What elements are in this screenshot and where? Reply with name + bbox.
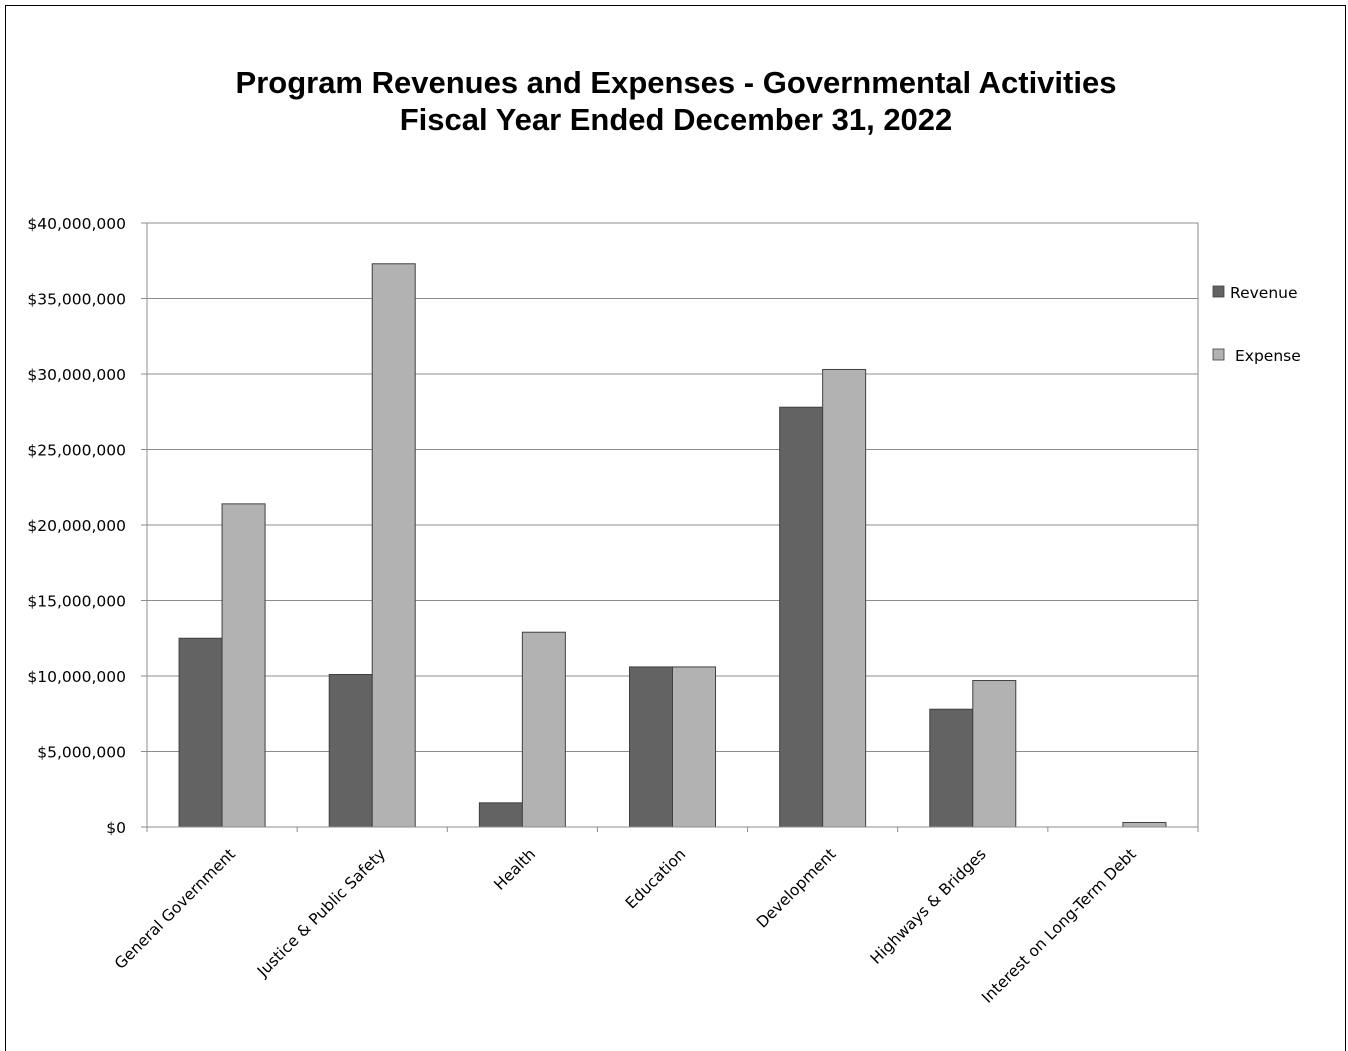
bar-revenue <box>629 666 673 828</box>
y-tick-label: $25,000,000 <box>27 442 126 460</box>
legend-swatch-expense <box>1212 348 1225 361</box>
bars <box>178 263 1167 828</box>
legend-swatch-revenue <box>1212 285 1225 298</box>
plot-area-border <box>146 222 1199 828</box>
y-tick-label: $35,000,000 <box>27 291 126 309</box>
bar-expense <box>972 680 1017 828</box>
bar-expense <box>221 503 266 828</box>
bar-expense <box>521 631 566 828</box>
x-tick-label: Highways & Bridges <box>867 845 990 968</box>
legend-label-expense: Expense <box>1235 347 1301 365</box>
legend-label-revenue: Revenue <box>1230 284 1298 302</box>
bar-expense <box>672 666 716 828</box>
y-tick-label: $15,000,000 <box>27 593 126 611</box>
bar-revenue <box>779 406 824 828</box>
x-tick-label: Justice & Public Safety <box>253 845 389 981</box>
bar-revenue <box>178 637 223 828</box>
y-tick-label: $10,000,000 <box>27 668 126 686</box>
chart-title: Program Revenues and Expenses - Governme… <box>236 65 1117 100</box>
axes <box>141 222 1199 832</box>
chart-subtitle: Fiscal Year Ended December 31, 2022 <box>400 102 953 137</box>
y-tick-label: $30,000,000 <box>27 366 126 384</box>
y-tick-label: $20,000,000 <box>27 517 126 535</box>
bar-expense <box>822 368 867 828</box>
y-tick-label: $0 <box>106 819 126 837</box>
x-tick-label: Health <box>490 845 539 894</box>
bar-revenue <box>328 673 373 828</box>
bar-revenue <box>478 802 523 828</box>
y-axis-ticks: $0 $5,000,000 $10,000,000 $15,000,000 $20,00… <box>27 215 126 837</box>
bar-expense <box>1122 821 1167 828</box>
x-tick-label: Education <box>622 845 689 912</box>
y-tick-label: $5,000,000 <box>37 744 126 762</box>
legend: Revenue Expense <box>1212 284 1301 365</box>
x-axis-labels: General Government Justice & Public Safet… <box>111 845 1140 1007</box>
bar-revenue <box>929 708 974 828</box>
x-tick-label: Development <box>753 845 840 932</box>
x-tick-label: Interest on Long-Term Debt <box>978 845 1140 1007</box>
bar-expense <box>371 263 416 828</box>
x-tick-label: General Government <box>111 845 239 973</box>
y-tick-label: $40,000,000 <box>27 215 126 233</box>
